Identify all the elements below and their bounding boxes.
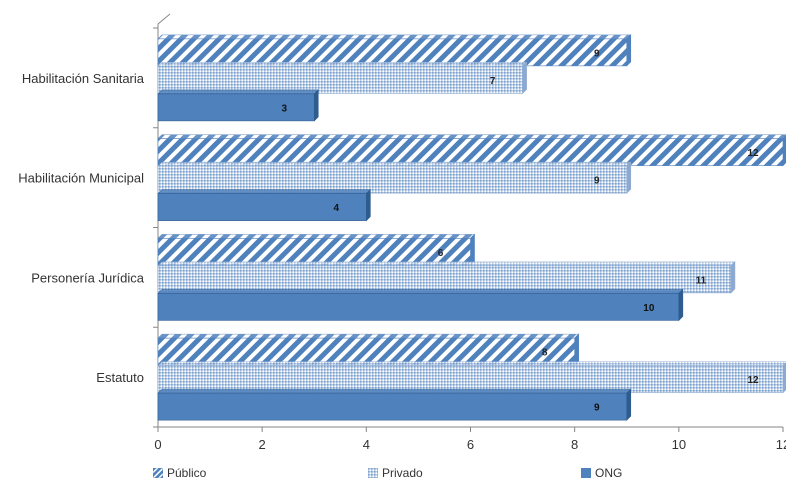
bar-side-ong [626, 388, 632, 421]
bar-side-ong [678, 288, 684, 322]
bar-side-ong [366, 188, 371, 222]
data-label-ong: 3 [281, 103, 287, 114]
bar-ong[interactable] [157, 392, 628, 421]
data-label-ong: 10 [643, 303, 655, 314]
bar-top-publico [157, 134, 786, 139]
category-label: Personería Jurídica [31, 270, 144, 285]
bar-top-ong [157, 289, 684, 294]
data-label-publico: 12 [747, 148, 759, 159]
bar-top-privado [157, 261, 736, 267]
bar-top-privado [157, 161, 632, 167]
legend-label-publico: Público [167, 466, 207, 480]
bar-publico[interactable] [157, 138, 784, 166]
bar-ong[interactable] [157, 293, 680, 321]
data-label-privado: 12 [747, 375, 759, 386]
bar-ong[interactable] [157, 93, 315, 122]
bar-side-publico [574, 333, 579, 366]
x-tick-label: 4 [363, 437, 370, 452]
bar-top-privado [157, 62, 528, 67]
bar-side-privado [522, 61, 527, 95]
legend-item-privado[interactable]: Privado [368, 466, 423, 480]
x-tick-label: 6 [467, 437, 474, 452]
axis-depth-edge [157, 13, 171, 25]
legend: Público Privado ONG [0, 466, 786, 484]
data-label-ong: 4 [334, 203, 340, 214]
legend-swatch-ong [581, 468, 591, 478]
bar-ong[interactable] [157, 193, 367, 221]
category-label: Habilitación Sanitaria [22, 71, 145, 86]
bar-top-publico [157, 234, 476, 239]
bar-publico[interactable] [157, 238, 471, 266]
x-tick-label: 0 [154, 437, 161, 452]
bar-publico[interactable] [157, 337, 575, 366]
bar-side-ong [313, 89, 319, 122]
bar-top-privado [157, 361, 786, 366]
bars [157, 34, 786, 421]
bar-side-publico [470, 233, 475, 267]
x-tick-label: 12 [776, 437, 786, 452]
bar-privado[interactable] [157, 66, 523, 94]
category-label: Habilitación Municipal [18, 171, 144, 186]
data-label-privado: 7 [490, 76, 496, 87]
bar-privado[interactable] [157, 265, 732, 294]
x-tick-label: 8 [571, 437, 578, 452]
data-label-publico: 8 [542, 348, 548, 359]
x-tick-label: 2 [259, 437, 266, 452]
data-label-privado: 11 [696, 275, 707, 286]
bar-top-ong [157, 388, 632, 394]
bar-publico[interactable] [157, 38, 628, 67]
data-label-publico: 9 [594, 48, 600, 59]
legend-label-ong: ONG [595, 466, 623, 480]
legend-swatch-publico [153, 468, 163, 478]
legend-swatch-privado [368, 468, 378, 478]
data-label-ong: 9 [594, 403, 600, 414]
data-label-publico: 6 [438, 248, 444, 259]
bar-privado[interactable] [157, 365, 784, 393]
bar-side-privado [626, 161, 632, 194]
bar-top-ong [157, 89, 319, 95]
bar-top-ong [157, 189, 372, 194]
bar-side-publico [626, 34, 632, 67]
bar-side-privado [730, 261, 736, 294]
legend-item-ong[interactable]: ONG [581, 466, 622, 480]
bar-top-publico [157, 333, 580, 339]
data-label-privado: 9 [594, 176, 600, 187]
bar-privado[interactable] [157, 165, 628, 194]
labels: 0 2 4 6 8 10 12 Habilitación Sanitaria 9 7 3 Habili… [18, 48, 786, 452]
legend-label-privado: Privado [382, 466, 423, 480]
legend-item-publico[interactable]: Público [153, 466, 206, 480]
x-tick-label: 10 [672, 437, 686, 452]
bar-top-publico [157, 34, 632, 40]
category-label: Estatuto [96, 370, 144, 385]
